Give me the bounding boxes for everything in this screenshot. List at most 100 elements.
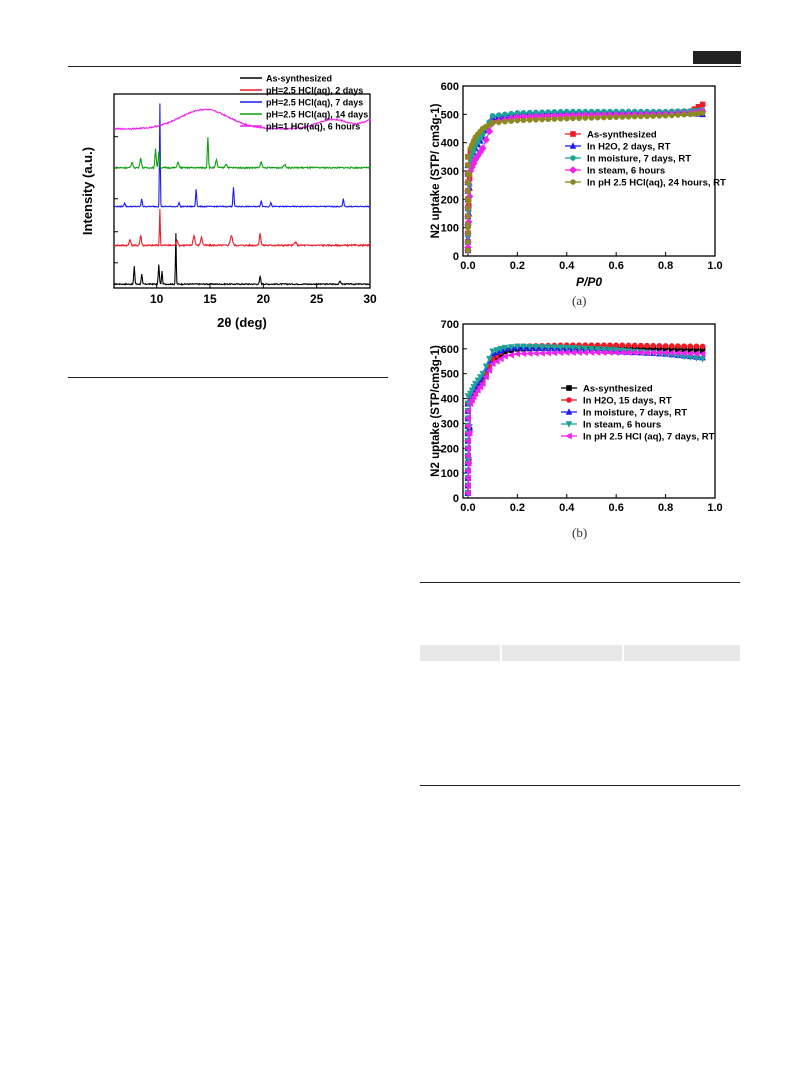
data-marker [496,112,502,118]
data-marker [594,346,601,353]
data-marker [514,110,521,116]
data-marker [565,408,573,415]
data-marker [465,162,471,169]
data-marker [466,400,474,407]
data-marker [600,346,608,354]
data-marker [551,116,558,122]
data-marker [526,109,533,116]
data-marker [551,344,558,352]
data-marker [545,109,552,115]
y-tick-label: 600 [441,81,459,93]
table-header-cell [420,645,502,661]
x-tick-label: 1.0 [707,502,722,514]
data-marker [644,113,650,120]
data-marker [649,349,657,356]
data-marker [630,349,638,356]
data-marker [607,114,613,121]
data-marker [593,349,601,356]
xrd-series-line [113,233,371,286]
legend-label: pH=1 HCl(aq), 6 hours [266,122,360,132]
data-marker [507,344,515,351]
y-tick-label: 500 [441,369,459,381]
data-marker [519,350,527,357]
data-marker [464,430,471,437]
panel-a-label: (a) [572,293,587,308]
data-marker [489,112,496,119]
data-marker [612,349,619,356]
data-marker [675,112,681,118]
y-tick-label: 600 [441,344,459,356]
x-tick-label: 30 [363,292,377,306]
data-marker [570,108,576,115]
data-marker [539,116,545,123]
legend-label: In pH 2.5 HCl(aq), 24 hours, RT [587,178,726,189]
data-marker [581,345,589,353]
y-tick-label: 500 [441,109,459,121]
y-tick-label: 700 [441,319,459,331]
data-marker [687,111,694,118]
data-marker [687,343,694,350]
data-marker [643,349,650,356]
data-marker [557,344,564,352]
data-marker [469,393,477,401]
data-marker [488,360,496,368]
y-tick-label: 100 [441,468,459,480]
data-marker [606,346,614,354]
data-marker [650,345,657,352]
x-tick-label: 0.4 [559,502,575,514]
y-tick-label: 400 [441,394,459,406]
data-marker [606,349,613,356]
data-marker [514,117,521,124]
data-marker [588,115,595,121]
data-marker [699,110,706,116]
plot-frame [113,93,371,289]
data-marker [492,357,500,365]
data-marker [465,239,471,245]
data-marker [465,171,471,177]
data-marker [526,117,533,123]
data-marker [638,113,644,120]
data-marker [478,380,486,387]
data-marker [619,342,626,349]
data-marker [464,467,471,474]
data-marker [613,114,619,120]
x-tick-label: 0.0 [460,502,475,514]
data-marker [485,367,493,374]
data-marker [582,115,589,121]
data-marker [464,474,471,482]
data-marker [612,347,620,354]
x-tick-label: 0.6 [609,260,624,272]
data-marker [569,345,577,352]
data-marker [681,111,687,118]
data-marker [489,120,496,126]
data-marker [691,111,698,117]
data-marker [588,346,595,353]
isotherm-series-line [467,112,703,228]
data-marker [581,349,589,356]
data-marker [618,349,626,356]
x-tick-label: 1.0 [707,260,722,272]
data-marker [570,179,576,185]
data-marker [693,347,700,353]
data-marker [476,383,484,391]
data-marker [520,109,527,116]
y-axis-label: Intensity (a.u.) [80,147,95,235]
data-marker [680,349,687,357]
x-tick-label: 20 [257,292,271,306]
data-marker [476,374,484,381]
data-marker [656,342,663,349]
data-marker [501,353,508,360]
data-marker [699,101,706,108]
y-tick-label: 0 [453,251,459,263]
data-marker [625,114,632,120]
data-marker [637,349,644,356]
data-marker [465,196,471,203]
data-marker [465,247,471,254]
data-marker [465,213,471,220]
legend-label: In H2O, 2 days, RT [587,142,671,153]
table-top-rule [420,582,740,583]
data-marker [699,343,706,350]
y-tick-label: 300 [441,418,459,430]
data-marker [693,355,700,362]
data-marker [569,166,577,174]
